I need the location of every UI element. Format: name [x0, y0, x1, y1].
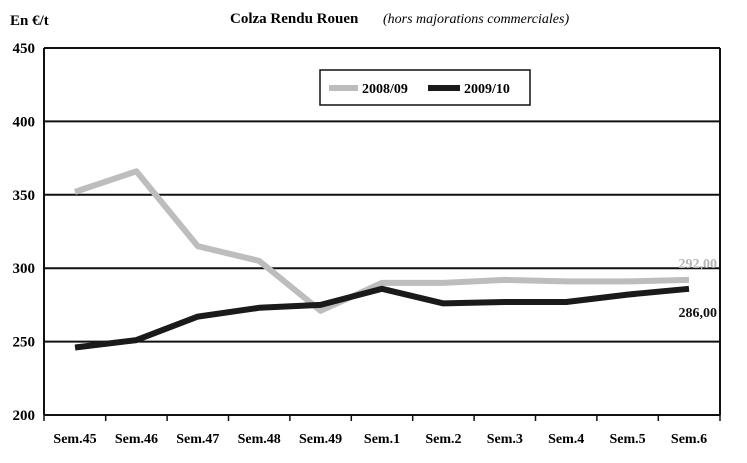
chart-title: Colza Rendu Rouen	[230, 11, 359, 27]
end-label-2009-10: 286,00	[679, 306, 718, 321]
x-tick-label: Sem.48	[238, 432, 281, 447]
y-tick-label: 400	[13, 114, 36, 130]
x-tick-label: Sem.45	[53, 432, 96, 447]
y-tick-label: 250	[13, 335, 36, 351]
x-tick-label: Sem.46	[115, 432, 158, 447]
y-tick-label: 350	[13, 188, 36, 204]
y-tick-label: 450	[13, 41, 36, 57]
x-tick-label: Sem.47	[176, 432, 219, 447]
x-tick-label: Sem.49	[299, 432, 342, 447]
series-line-2009-10	[74, 285, 690, 351]
x-tick-label: Sem.6	[671, 432, 707, 447]
chart-subtitle: (hors majorations commerciales)	[383, 12, 569, 27]
x-axis-ticks: Sem.45 Sem.46 Sem.47 Sem.48 Sem.49 Sem.1 Sem.2…	[43, 415, 721, 447]
legend: 2008/09 2009/10	[319, 69, 531, 106]
x-tick-label: Sem.4	[548, 432, 584, 447]
end-label-2008-09: 292,00	[679, 257, 718, 272]
legend-label-2009-10: 2009/10	[464, 82, 510, 97]
y-tick-label: 300	[13, 261, 36, 277]
y-axis-ticks: 200 250 300 350 400 450	[13, 41, 36, 424]
series-lines	[74, 168, 690, 351]
x-tick-label: Sem.5	[610, 432, 646, 447]
y-axis-unit-label: En €/t	[10, 13, 49, 29]
x-tick-label: Sem.1	[364, 432, 400, 447]
legend-label-2008-09: 2008/09	[362, 82, 408, 97]
x-tick-label: Sem.2	[425, 432, 461, 447]
x-tick-label: Sem.3	[487, 432, 523, 447]
y-tick-label: 200	[13, 408, 36, 424]
